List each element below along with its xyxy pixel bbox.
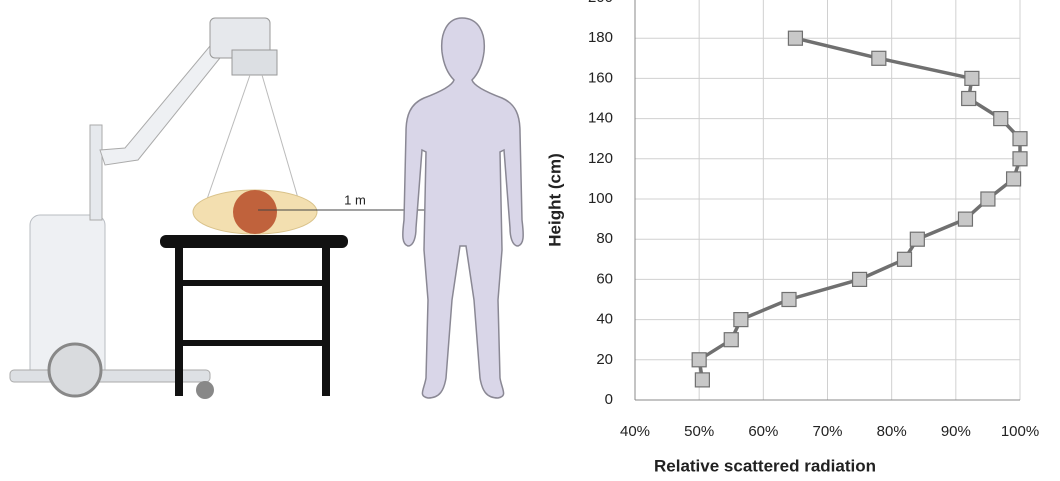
y-tick-label: 180 [588,29,613,46]
y-tick-label: 40 [596,311,613,328]
data-point [871,50,887,66]
data-point [964,70,980,87]
distance-label: 1 m [344,192,366,207]
data-point [691,352,707,368]
data-point [1005,171,1022,187]
data-point [909,231,925,247]
x-axis-title: Relative scattered radiation [654,456,876,475]
x-tick-label: 70% [812,423,842,440]
data-point [781,291,797,308]
person-silhouette [402,17,524,399]
data-point [961,90,977,107]
y-tick-label: 60 [596,270,613,287]
data-point [993,110,1009,127]
y-tick-label: 80 [596,230,613,247]
x-tick-label: 100% [1001,423,1039,440]
x-tick-label: 40% [620,423,650,440]
wheel [47,342,103,398]
chart: Relative scattered radiation Height (cm)… [545,0,1039,475]
data-point [957,211,974,227]
series-line [697,36,1022,381]
beam-edge [261,74,301,206]
wheel [196,381,214,399]
y-tick-label: 140 [588,110,613,127]
table-leg [322,246,330,396]
beam-edge [204,74,251,206]
table-bar [175,340,330,346]
data-point [851,271,868,287]
collimator [231,49,278,76]
x-tick-label: 80% [877,423,907,440]
y-tick-label: 0 [605,391,613,408]
table-leg [175,246,183,396]
y-tick-label: 160 [588,69,613,86]
machine-arm [99,39,229,166]
y-tick-label: 120 [588,150,613,167]
x-tick-label: 60% [748,423,778,440]
x-tick-label: 50% [684,423,714,440]
data-point [787,30,804,46]
illustration: 1 m [9,17,524,399]
data-point [1012,151,1028,167]
machine-column [89,124,103,221]
data-point [980,191,996,207]
data-point [1012,131,1028,147]
data-point [694,372,710,388]
y-tick-label: 20 [596,351,613,368]
data-point [723,332,739,348]
y-tick-label: 200 [588,0,613,6]
table-bar [175,280,330,286]
y-tick-label: 100 [588,190,613,207]
y-axis-title: Height (cm) [545,153,564,247]
irradiated-field [233,190,277,234]
x-tick-label: 90% [941,423,971,440]
table-top [160,235,348,248]
data-point [733,312,749,328]
data-point [896,251,913,267]
